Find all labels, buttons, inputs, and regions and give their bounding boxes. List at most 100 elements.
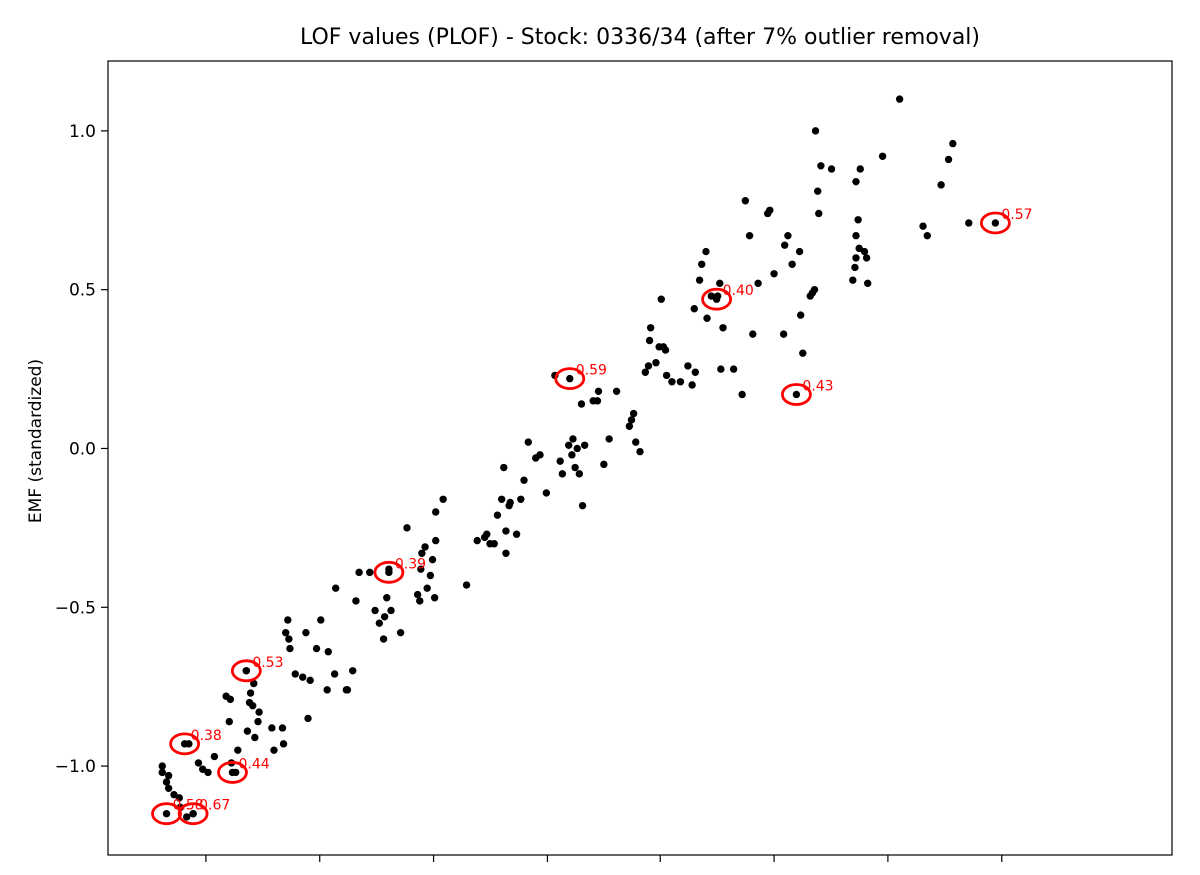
data-point [255, 708, 263, 716]
data-point [565, 441, 573, 449]
data-point [366, 568, 374, 577]
data-point [371, 606, 379, 615]
data-point [578, 501, 587, 510]
highlighted-data-point [712, 295, 721, 303]
data-point [306, 676, 314, 685]
y-tick-label: −0.5 [55, 598, 96, 618]
data-point [473, 536, 481, 545]
data-point [379, 635, 388, 643]
data-point [421, 543, 429, 551]
data-point [668, 378, 676, 386]
data-point [691, 368, 700, 376]
data-point [204, 768, 212, 777]
data-point [569, 435, 577, 443]
data-point [781, 241, 789, 249]
data-point [676, 378, 685, 386]
data-point [158, 762, 166, 770]
data-point [226, 695, 235, 704]
data-point [852, 254, 860, 262]
lof-value-label: 0.57 [1001, 207, 1032, 223]
data-point [810, 285, 819, 294]
data-point [512, 530, 521, 538]
data-point [817, 162, 825, 170]
highlighted-data-point [228, 768, 237, 777]
highlighted-data-point [180, 740, 189, 748]
data-point [331, 584, 340, 592]
data-point [304, 714, 312, 723]
data-point [944, 155, 953, 164]
data-point [430, 594, 439, 602]
data-point [862, 254, 871, 262]
data-point [432, 536, 440, 545]
data-point [688, 381, 696, 389]
data-point [164, 771, 173, 780]
data-point [428, 555, 437, 564]
data-point [490, 540, 498, 548]
data-point [657, 295, 665, 303]
data-point [600, 460, 608, 469]
data-point [170, 790, 178, 799]
data-point [646, 324, 655, 332]
data-point [754, 279, 762, 288]
data-point [502, 527, 510, 535]
outlier-ring [979, 211, 1011, 235]
data-point [605, 435, 613, 443]
data-point [749, 330, 757, 338]
data-point [500, 463, 508, 472]
data-point [254, 717, 262, 726]
data-point [175, 794, 183, 802]
data-point [784, 231, 792, 240]
data-point [796, 311, 805, 319]
data-point [234, 746, 242, 754]
data-point [766, 206, 774, 214]
lof-value-label: 0.39 [395, 556, 426, 572]
data-point [417, 565, 425, 573]
data-point [593, 397, 602, 405]
data-point [291, 670, 299, 678]
highlighted-data-point [792, 390, 801, 399]
data-point [811, 127, 820, 135]
y-axis-ticks: 1.0 0.5 0.0 −0.5 −1.0 [55, 122, 108, 777]
data-point [349, 667, 357, 675]
data-point [629, 409, 638, 418]
data-point [246, 689, 255, 697]
data-point [286, 644, 294, 653]
data-point [788, 260, 796, 268]
data-point [524, 438, 532, 446]
data-point [627, 416, 636, 424]
data-point [580, 441, 589, 449]
data-point [426, 571, 435, 580]
data-point [162, 778, 171, 786]
data-point [695, 276, 704, 284]
data-point [571, 463, 579, 472]
data-point [536, 451, 544, 459]
data-point [396, 628, 405, 637]
data-point [738, 390, 746, 399]
y-tick-label: 1.0 [69, 122, 96, 142]
data-point [278, 724, 287, 732]
lof-value-label: 0.44 [238, 756, 269, 772]
data-point [594, 387, 603, 396]
data-point [745, 231, 754, 240]
y-tick-label: 0.0 [69, 439, 96, 459]
highlighted-data-point [189, 810, 197, 818]
lof-value-label: 0.59 [576, 363, 607, 379]
data-point [183, 813, 191, 821]
data-point [418, 549, 426, 557]
data-point [815, 209, 823, 218]
y-tick-label: −1.0 [55, 757, 96, 777]
data-point [380, 613, 389, 621]
lof-value-label: 0.43 [802, 378, 833, 394]
lof-value-label: 0.38 [191, 728, 222, 744]
data-point [225, 717, 233, 726]
data-point [612, 387, 621, 396]
highlighted-data-point [162, 810, 171, 818]
data-point [662, 371, 671, 380]
data-point [573, 444, 581, 453]
data-point [645, 336, 654, 345]
data-point [281, 628, 290, 637]
data-point [302, 628, 310, 637]
data-point [661, 346, 670, 354]
data-point [632, 438, 640, 446]
data-point [860, 247, 869, 256]
